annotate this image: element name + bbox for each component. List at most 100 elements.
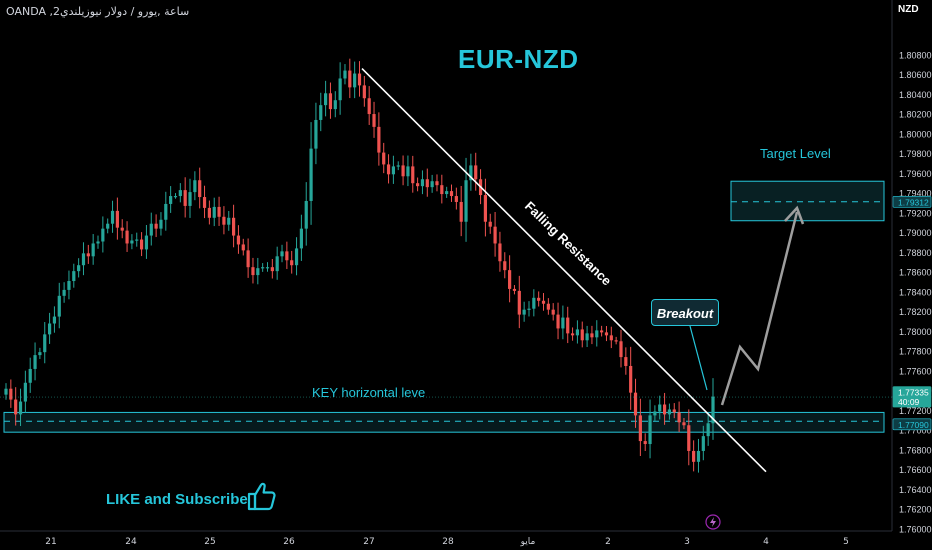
candle [227,211,231,231]
candle [532,289,536,317]
candle [619,329,623,368]
candle [299,214,303,261]
y-tick-label: 1.77800 [899,347,932,357]
candle [125,221,129,252]
candle [658,395,662,420]
candle [193,171,197,201]
candle [508,255,512,303]
candle [353,61,357,99]
y-tick-label: 1.78200 [899,307,932,317]
y-tick-label: 1.80600 [899,70,932,80]
svg-text:1.77335: 1.77335 [898,388,929,398]
candle [265,262,270,272]
candle [546,298,550,315]
x-tick-label: 27 [363,537,374,547]
candle [120,219,124,239]
candle [459,185,463,237]
candle [570,327,575,341]
candle [483,178,488,237]
candle [81,242,86,276]
candle [154,214,158,238]
candle [173,193,178,199]
x-tick-label: 26 [283,537,295,547]
candle [386,154,391,184]
candle [517,275,521,329]
lightning-icon[interactable] [705,514,721,530]
y-tick-label: 1.80000 [899,129,932,139]
candle [149,212,153,246]
candle [106,218,110,234]
candle [183,177,187,218]
candle [91,234,95,265]
y-tick-label: 1.79600 [899,169,932,179]
falling-resistance-line [361,68,767,473]
candle [643,433,647,452]
candle [624,347,628,375]
target-level-label: Target Level [760,146,831,161]
x-tick-label: 2 [605,537,611,547]
candle [411,155,415,193]
candle [416,177,420,192]
candle [541,293,546,311]
breakout-pointer [689,325,708,391]
y-tick-label: 1.76800 [899,445,932,455]
y-tick-label: 1.76600 [899,465,932,475]
candle [231,204,236,248]
candle [251,257,255,284]
x-tick-label: مايو [520,537,536,547]
candle [256,257,260,285]
candle [672,403,676,419]
y-tick-label: 1.78000 [899,327,932,337]
symbol-header: OANDA ,2ساعة ,يورو / دولار نيوزيلندي [6,5,190,18]
candle [420,170,425,195]
candle [711,378,715,440]
candle [280,244,284,263]
candle [294,237,299,276]
candle [367,86,371,125]
y-tick-label: 1.78800 [899,248,932,258]
candle [86,244,90,264]
x-tick-label: 3 [684,537,690,547]
candle [38,347,42,359]
candle [629,346,633,410]
svg-text:1.77090: 1.77090 [898,420,929,430]
svg-text:1.79312: 1.79312 [898,197,929,207]
candle [33,342,37,381]
y-tick-label: 1.76000 [899,525,932,535]
candle [28,357,32,393]
candle [23,370,27,413]
candle [585,325,589,348]
x-tick-label: 4 [763,537,769,547]
candle [638,398,642,457]
candle [512,285,517,295]
candle [96,235,100,249]
candle [595,320,599,347]
candle [648,399,652,459]
candle [47,312,52,344]
price-label: 1.77090 [892,418,932,431]
candle [503,252,507,279]
key-level-label: KEY horizontal leve [312,385,426,400]
candle [18,388,23,426]
candle [72,263,76,288]
candle [600,325,604,337]
thumbs-up-icon [247,482,276,511]
candle [425,168,429,197]
breakout-callout: Breakout [651,299,719,326]
candle [556,302,560,340]
candle [164,191,168,231]
candle [202,185,207,219]
candle [110,200,115,233]
candle [469,153,473,191]
chart-title: EUR-NZD [458,44,579,74]
candle [362,75,366,107]
candle [9,379,13,408]
candle [566,306,570,344]
projection-arrowhead [784,205,805,225]
candle [561,305,565,340]
candle [677,401,681,433]
y-tick-label: 1.77200 [899,406,932,416]
y-tick-label: 1.77000 [899,426,932,436]
candle [328,82,333,119]
